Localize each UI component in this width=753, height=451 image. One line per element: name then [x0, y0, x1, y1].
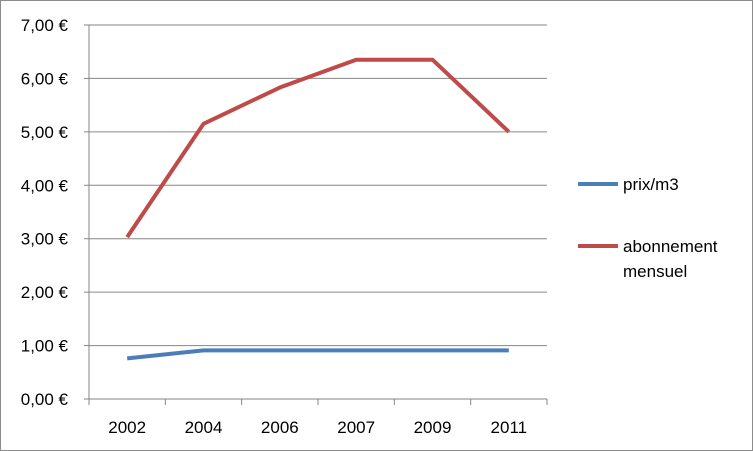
x-tick-label: 2007 — [337, 418, 375, 437]
y-tick-label: 3,00 € — [21, 230, 69, 249]
y-tick-label: 5,00 € — [21, 123, 69, 142]
legend-label: prix/m3 — [623, 175, 679, 194]
x-tick-label: 2002 — [108, 418, 146, 437]
gridlines — [89, 24, 547, 347]
x-tick-label: 2011 — [491, 418, 528, 437]
x-tick-label: 2009 — [414, 418, 452, 437]
y-tick-labels: 0,00 € 1,00 € 2,00 € 3,00 € 4,00 € 5,00 € 6,00… — [21, 16, 69, 409]
y-tick-label: 0,00 € — [21, 390, 69, 409]
legend: prix/m3 abonnement mensuel — [578, 175, 718, 281]
y-tick-label: 1,00 € — [21, 337, 69, 356]
y-tick-label: 6,00 € — [21, 69, 69, 88]
y-tick-label: 4,00 € — [21, 176, 69, 195]
series-lines — [125, 57, 511, 361]
y-tick-label: 7,00 € — [21, 16, 69, 35]
y-tick-label: 2,00 € — [21, 283, 69, 302]
legend-label: abonnement mensuel — [623, 237, 718, 281]
axes — [84, 24, 548, 405]
series-line-2 — [125, 57, 511, 239]
x-tick-labels: 2002 2004 2006 2007 2009 2011 — [108, 418, 527, 437]
series-line-1 — [126, 348, 509, 361]
x-tick-label: 2006 — [261, 418, 299, 437]
x-tick-label: 2004 — [185, 418, 223, 437]
